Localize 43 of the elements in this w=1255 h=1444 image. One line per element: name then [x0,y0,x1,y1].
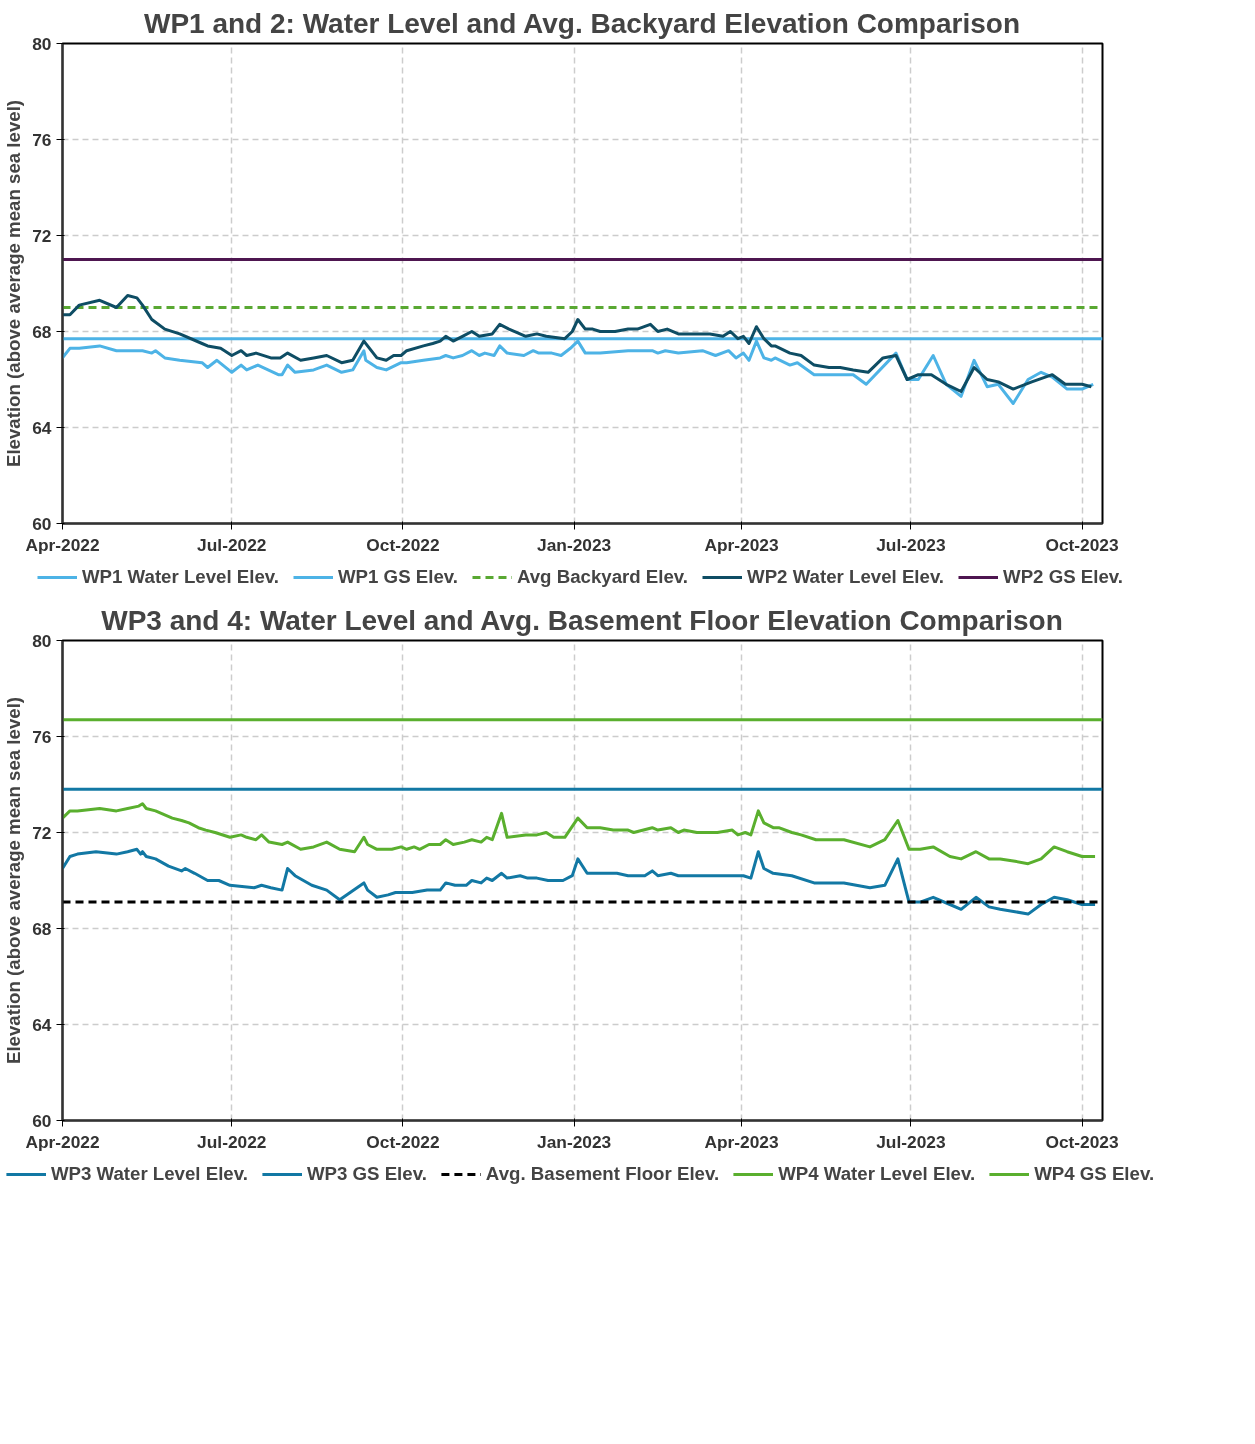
legend-label: WP3 Water Level Elev. [50,1163,248,1185]
y-tick-label: 68 [32,321,52,342]
y-tick-label: 72 [32,225,52,246]
y-tick-label: 76 [32,129,52,150]
y-tick-label: 76 [32,726,52,747]
x-tick-label: Oct-2023 [1045,534,1119,555]
x-tick-label: Apr-2023 [704,534,780,555]
x-tick-label: Jul-2023 [876,534,946,555]
x-tick-label: Apr-2023 [704,1131,780,1152]
legend-label: WP1 Water Level Elev. [81,566,280,588]
y-tick-label: 60 [32,1110,52,1131]
legend-label: Avg. Basement Floor Elev. [485,1163,720,1185]
legend-label: WP1 GS Elev. [338,566,458,588]
line-series [62,802,1097,866]
x-tick-label: Jan-2023 [537,534,612,555]
line-series [62,847,1097,916]
y-tick-label: 64 [32,417,52,438]
y-tick-label: 80 [32,630,52,651]
x-tick-label: Apr-2022 [25,534,100,555]
y-tick-label: 60 [32,513,52,534]
legend-label: WP4 Water Level Elev. [778,1163,976,1185]
x-tick-label: Oct-2022 [366,534,440,555]
chart-title: WP3 and 4: Water Level and Avg. Basement Floor Elevation Comparison [101,604,1063,636]
x-tick-label: Jan-2023 [537,1131,612,1152]
y-tick-label: 80 [32,33,52,54]
legend-label: WP4 GS Elev. [1034,1163,1155,1185]
x-tick-label: Jul-2022 [197,534,267,555]
chart-title: WP1 and 2: Water Level and Avg. Backyard Elevation Comparison [143,7,1020,39]
x-tick-label: Oct-2022 [366,1131,440,1152]
y-tick-label: 64 [32,1014,52,1035]
x-tick-label: Oct-2023 [1045,1131,1119,1152]
x-tick-label: Apr-2022 [25,1131,100,1152]
legend-label: Avg Backyard Elev. [516,566,689,588]
legend-label: WP2 Water Level Elev. [747,566,945,588]
legend-label: WP2 GS Elev. [1003,566,1124,588]
y-tick-label: 72 [32,822,52,843]
line-series [62,294,1093,393]
y-tick-label: 68 [32,918,52,939]
y-axis-title: Elevation (above average mean sea level) [3,696,25,1065]
y-axis-title: Elevation (above average mean sea level) [3,99,25,468]
x-tick-label: Jul-2023 [876,1131,946,1152]
legend-label: WP3 GS Elev. [306,1163,427,1185]
x-tick-label: Jul-2022 [197,1131,267,1152]
